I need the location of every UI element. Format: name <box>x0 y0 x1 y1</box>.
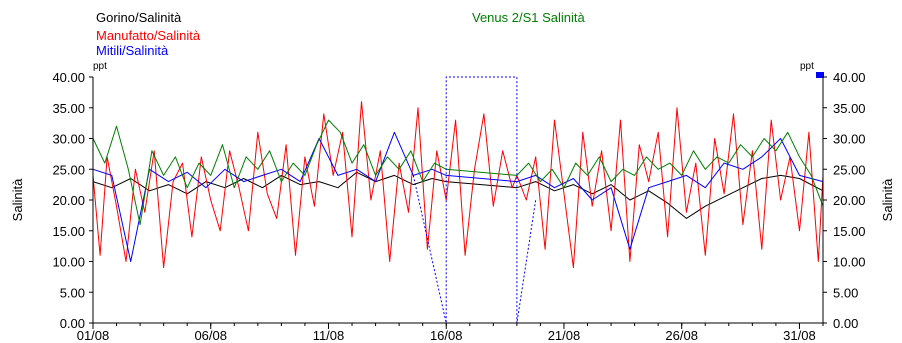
x-tick-label: 16/08 <box>430 328 463 343</box>
x-tick-label: 31/08 <box>783 328 816 343</box>
plot-area <box>92 76 824 324</box>
y-tick-label-right: 25.00 <box>833 162 866 177</box>
y-tick-label-left: 40.00 <box>52 70 85 85</box>
x-tick-label: 06/08 <box>194 328 227 343</box>
y-tick-label-left: 30.00 <box>52 132 85 147</box>
right-unit-label: ppt <box>800 61 814 72</box>
legend-entry: Mitili/Salinità <box>96 43 169 58</box>
right-axis-title: Salinità <box>880 178 895 221</box>
legend-entry: Manufatto/Salinità <box>96 28 201 43</box>
y-tick-label-right: 35.00 <box>833 101 866 116</box>
left-axis-title: Salinità <box>10 178 25 221</box>
x-tick-label: 26/08 <box>665 328 698 343</box>
y-tick-label-right: 15.00 <box>833 224 866 239</box>
legend: Gorino/Salinità Manufatto/SalinitàMitili/… <box>96 10 586 58</box>
y-tick-label-left: 35.00 <box>52 101 85 116</box>
y-tick-label-right: 40.00 <box>833 70 866 85</box>
ticks: 0.00 0.00 5.00 5.00 10.00 10.00 15.00 15.00 20.0… <box>52 70 865 343</box>
axes <box>92 77 824 324</box>
y-tick-label-right: 0.00 <box>833 316 858 331</box>
y-tick-label-left: 5.00 <box>60 285 85 300</box>
legend-entry: Gorino/Salinità <box>96 10 182 25</box>
right-axis-marker <box>816 72 824 78</box>
y-tick-label-right: 20.00 <box>833 193 866 208</box>
y-tick-label-left: 25.00 <box>52 162 85 177</box>
y-tick-label-right: 5.00 <box>833 285 858 300</box>
left-unit-label: ppt <box>93 61 107 72</box>
y-tick-label-left: 20.00 <box>52 193 85 208</box>
series-line-mitili-salinit <box>92 131 824 262</box>
y-tick-label-left: 15.00 <box>52 224 85 239</box>
legend-entry: Venus 2/S1 Salinità <box>472 10 586 25</box>
x-tick-label: 11/08 <box>313 328 345 343</box>
series-line-gap-marker <box>412 76 537 324</box>
series-line-venus-2-s1-salinit <box>92 119 824 226</box>
y-tick-label-right: 30.00 <box>833 132 866 147</box>
y-tick-label-right: 10.00 <box>833 255 866 270</box>
y-tick-label-left: 10.00 <box>52 255 85 270</box>
x-tick-label: 01/08 <box>77 328 110 343</box>
y-tick-label-left: 0.00 <box>60 316 85 331</box>
series-line-gorino-salinit <box>92 171 824 219</box>
series-line-manufatto-salinit <box>92 101 824 269</box>
x-tick-label: 21/08 <box>548 328 581 343</box>
